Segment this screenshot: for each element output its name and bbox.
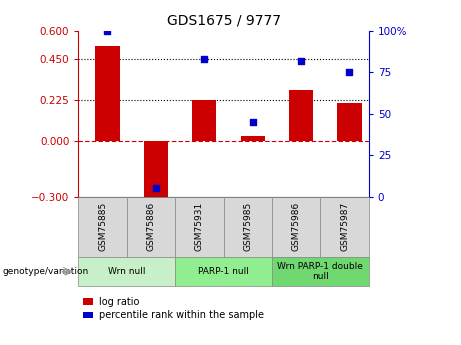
Text: GSM75987: GSM75987: [340, 202, 349, 252]
Bar: [175, 257, 272, 286]
Bar: [175, 197, 224, 257]
Bar: [127, 197, 175, 257]
Bar: [78, 257, 175, 286]
Bar: [192, 100, 216, 141]
Title: GDS1675 / 9777: GDS1675 / 9777: [166, 13, 281, 27]
Bar: [272, 257, 369, 286]
Bar: [95, 46, 119, 141]
Bar: [289, 90, 313, 141]
Point: [201, 57, 208, 62]
Point: [152, 186, 160, 191]
Bar: [241, 136, 265, 141]
Bar: [320, 197, 369, 257]
Text: percentile rank within the sample: percentile rank within the sample: [99, 310, 264, 320]
Text: log ratio: log ratio: [99, 297, 139, 307]
Bar: [83, 312, 93, 318]
Point: [346, 70, 353, 75]
Text: PARP-1 null: PARP-1 null: [198, 267, 249, 276]
Text: GSM75885: GSM75885: [98, 202, 107, 252]
Bar: [78, 197, 127, 257]
Bar: [144, 141, 168, 200]
Bar: [224, 197, 272, 257]
Text: genotype/variation: genotype/variation: [2, 267, 89, 276]
Text: Wrn PARP-1 double
null: Wrn PARP-1 double null: [278, 262, 363, 282]
Bar: [272, 197, 320, 257]
Text: GSM75986: GSM75986: [292, 202, 301, 252]
Text: Wrn null: Wrn null: [108, 267, 146, 276]
Text: GSM75886: GSM75886: [147, 202, 155, 252]
Point: [104, 28, 111, 34]
Point: [249, 119, 256, 125]
Bar: [337, 103, 361, 141]
Text: GSM75985: GSM75985: [243, 202, 252, 252]
Point: [297, 58, 305, 63]
Text: GSM75931: GSM75931: [195, 202, 204, 252]
Bar: [83, 298, 93, 305]
